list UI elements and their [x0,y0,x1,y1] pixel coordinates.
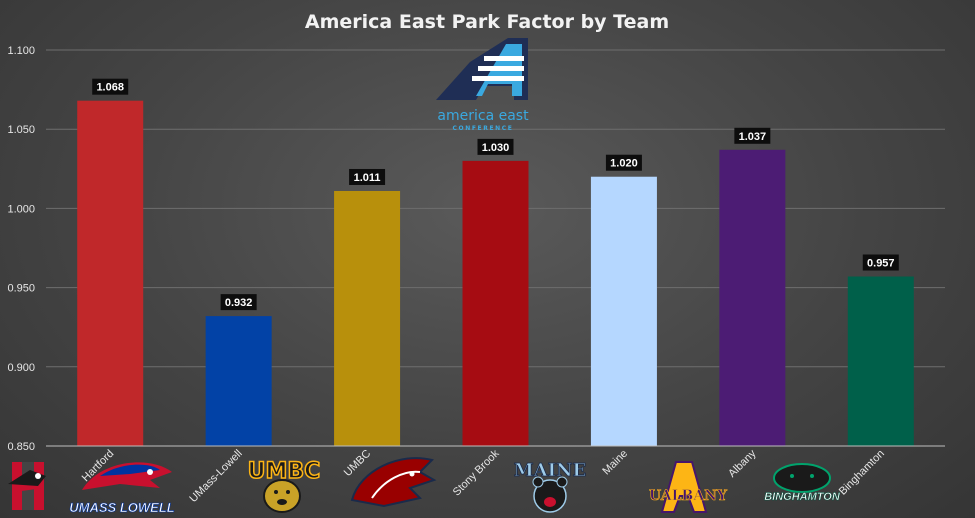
bar-binghamton [847,276,914,446]
binghamton-logo-text: BINGHAMTON [764,491,841,503]
chart-title: America East Park Factor by Team [305,11,669,33]
bar-stony-brook [462,160,529,446]
data-label: 1.020 [610,158,638,170]
america-east-a-icon [436,38,528,100]
albany-logo-text: UALBANY [649,488,728,504]
hartford-hawk-icon [8,462,46,510]
y-tick-label: 1.100 [7,45,35,57]
data-label-box [862,254,899,271]
america-east-logo: america east CONFERENCE [436,38,529,132]
data-label: 0.932 [225,297,253,309]
data-label-box [92,78,129,95]
bar-hartford [77,100,144,447]
binghamton-bearcat-icon: BINGHAMTON [764,463,841,503]
x-tick-label: Stony Brook [451,447,502,498]
conference-name: america east [437,108,529,124]
umass-lowell-logo-text: UMASS LOWELL [69,500,174,515]
y-tick-label: 1.000 [7,203,35,215]
maine-black-bear-icon: MAINE [513,460,587,513]
team-logos: UMASS LOWELL UMBC MAINE UALBANY [8,457,841,515]
data-label: 1.011 [354,172,381,184]
data-label: 0.957 [867,258,895,270]
x-tick-label: Binghamton [837,448,887,498]
data-labels: 1.068 0.932 1.011 1.030 1.020 1.037 0.957 [92,78,899,311]
maine-logo-text: MAINE [514,460,586,481]
y-tick-label: 1.050 [7,124,35,136]
y-tick-label: 0.950 [7,283,35,295]
data-label-box [349,168,386,185]
data-label-box [605,154,642,171]
x-tick-label: UMass-Lowell [187,448,244,505]
data-label: 1.037 [739,131,767,143]
data-label-box [477,138,514,155]
bar-umass-lowell [205,316,272,446]
bar-albany [719,149,786,447]
data-label: 1.030 [482,142,510,154]
y-tick-label: 0.900 [7,362,35,374]
y-axis-ticks: 0.850 0.900 0.950 1.000 1.050 1.100 [7,45,35,453]
data-label: 1.068 [96,82,124,94]
bars [77,100,914,447]
x-tick-label: Maine [600,448,630,478]
albany-great-dane-icon: UALBANY [649,461,728,513]
x-tick-label: Albany [726,447,759,480]
stony-brook-seawolf-icon [350,457,437,508]
bar-umbc [334,190,401,446]
bar-maine [590,176,657,446]
umass-lowell-river-hawk-icon: UMASS LOWELL [69,462,175,515]
umbc-retriever-icon: UMBC [247,458,321,513]
y-tick-label: 0.850 [7,441,35,453]
data-label-box [734,127,771,144]
conference-subtitle: CONFERENCE [453,125,514,132]
data-label-box [220,294,257,311]
